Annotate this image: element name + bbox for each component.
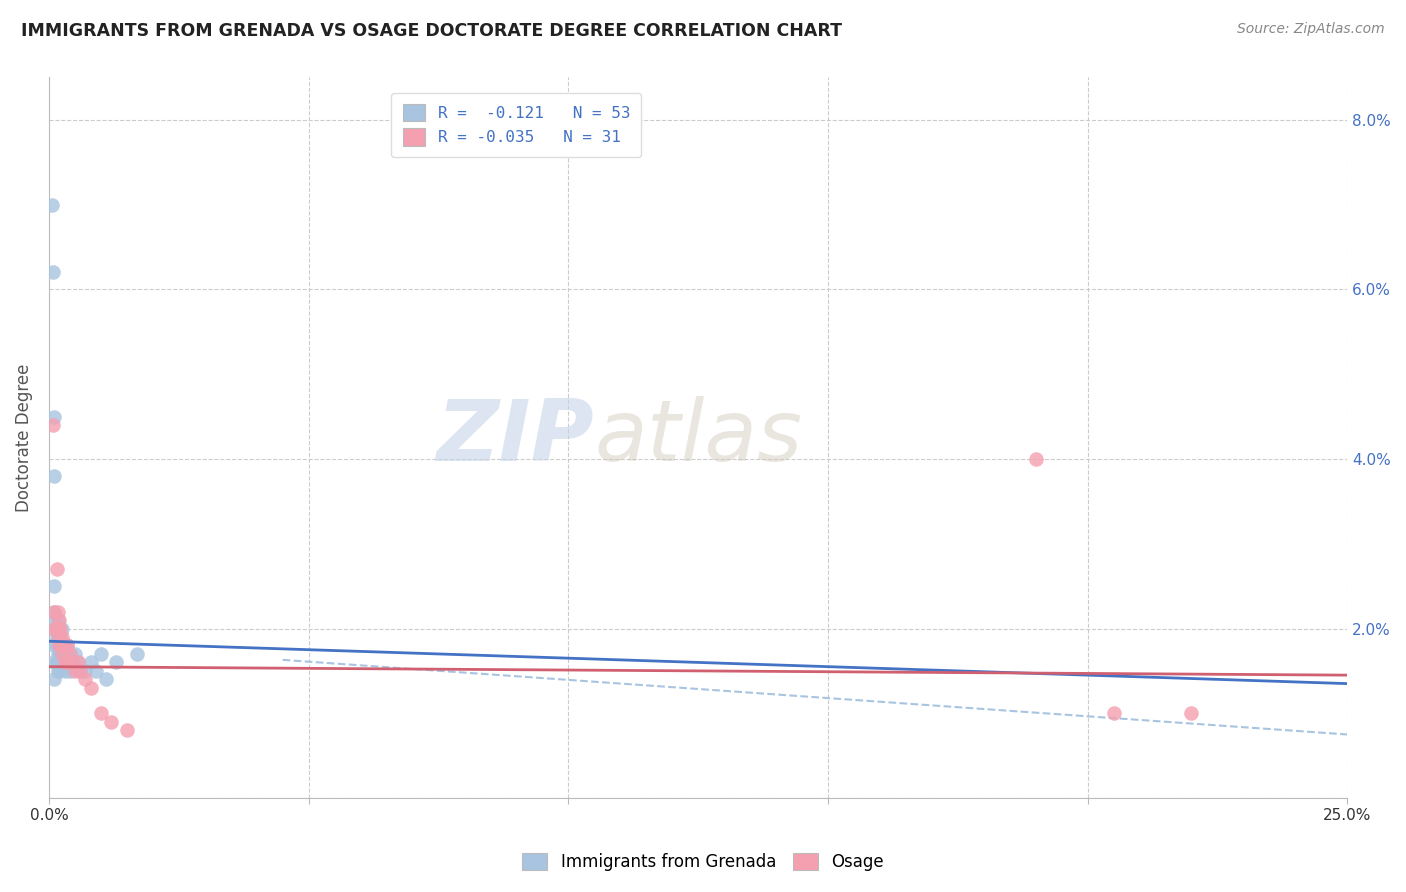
Point (44, 622, 66, 636)
Point (44, 409, 66, 424)
Point (51, 647, 73, 661)
Point (115, 723, 138, 738)
Legend: R =  -0.121   N = 53, R = -0.035   N = 31: R = -0.121 N = 53, R = -0.035 N = 31 (391, 93, 641, 157)
Text: IMMIGRANTS FROM GRENADA VS OSAGE DOCTORATE DEGREE CORRELATION CHART: IMMIGRANTS FROM GRENADA VS OSAGE DOCTORA… (21, 22, 842, 40)
Point (48, 630, 70, 644)
Point (90, 647, 112, 661)
Point (44, 673, 66, 687)
Point (100, 714, 122, 729)
Point (1102, 706, 1125, 721)
Point (53, 639, 76, 653)
Point (46, 656, 69, 670)
Point (69, 664, 91, 678)
Point (46, 622, 69, 636)
Point (53, 656, 76, 670)
Text: ZIP: ZIP (437, 396, 595, 479)
Point (48, 639, 70, 653)
Text: atlas: atlas (595, 396, 803, 479)
Point (63, 647, 86, 661)
Point (60, 656, 83, 670)
Point (44, 469, 66, 483)
Point (56, 639, 79, 653)
Point (66, 656, 89, 670)
Point (69, 664, 91, 678)
Point (49, 639, 72, 653)
Point (42, 265, 65, 279)
Point (56, 639, 79, 653)
Point (51, 656, 73, 670)
Point (90, 706, 112, 721)
Point (48, 613, 70, 627)
Point (59, 647, 82, 661)
Point (45, 639, 67, 653)
Point (48, 664, 70, 678)
Point (46, 605, 69, 619)
Y-axis label: Doctorate Degree: Doctorate Degree (15, 364, 32, 512)
Point (105, 656, 128, 670)
Point (44, 639, 66, 653)
Point (49, 630, 72, 644)
Point (1180, 706, 1202, 721)
Point (49, 639, 72, 653)
Point (1025, 452, 1047, 467)
Point (44, 622, 66, 636)
Point (48, 647, 70, 661)
Point (56, 656, 79, 670)
Point (46, 639, 69, 653)
Point (46, 622, 69, 636)
Point (46, 613, 69, 627)
Point (75, 664, 97, 678)
Point (94, 673, 117, 687)
Point (44, 605, 66, 619)
Point (42, 417, 65, 432)
Point (53, 664, 76, 678)
Point (41, 197, 63, 211)
Point (75, 673, 97, 687)
Point (127, 647, 149, 661)
Point (45, 562, 67, 576)
Point (44, 579, 66, 593)
Point (66, 656, 89, 670)
Point (59, 647, 82, 661)
Legend: Immigrants from Grenada, Osage: Immigrants from Grenada, Osage (515, 845, 891, 880)
Point (79, 681, 101, 695)
Point (44, 656, 66, 670)
Point (59, 664, 82, 678)
Point (84, 664, 107, 678)
Point (49, 656, 72, 670)
Point (49, 622, 72, 636)
Text: Source: ZipAtlas.com: Source: ZipAtlas.com (1237, 22, 1385, 37)
Point (48, 630, 70, 644)
Point (48, 656, 70, 670)
Point (46, 647, 69, 661)
Point (45, 630, 67, 644)
Point (49, 647, 72, 661)
Point (48, 622, 70, 636)
Point (51, 639, 73, 653)
Point (44, 613, 66, 627)
Point (53, 647, 76, 661)
Point (51, 622, 73, 636)
Point (51, 630, 73, 644)
Point (60, 656, 83, 670)
Point (45, 622, 67, 636)
Point (53, 639, 76, 653)
Point (44, 605, 66, 619)
Point (45, 622, 67, 636)
Point (56, 656, 79, 670)
Point (79, 656, 101, 670)
Point (45, 656, 67, 670)
Point (46, 630, 69, 644)
Point (46, 664, 69, 678)
Point (63, 664, 86, 678)
Point (48, 639, 70, 653)
